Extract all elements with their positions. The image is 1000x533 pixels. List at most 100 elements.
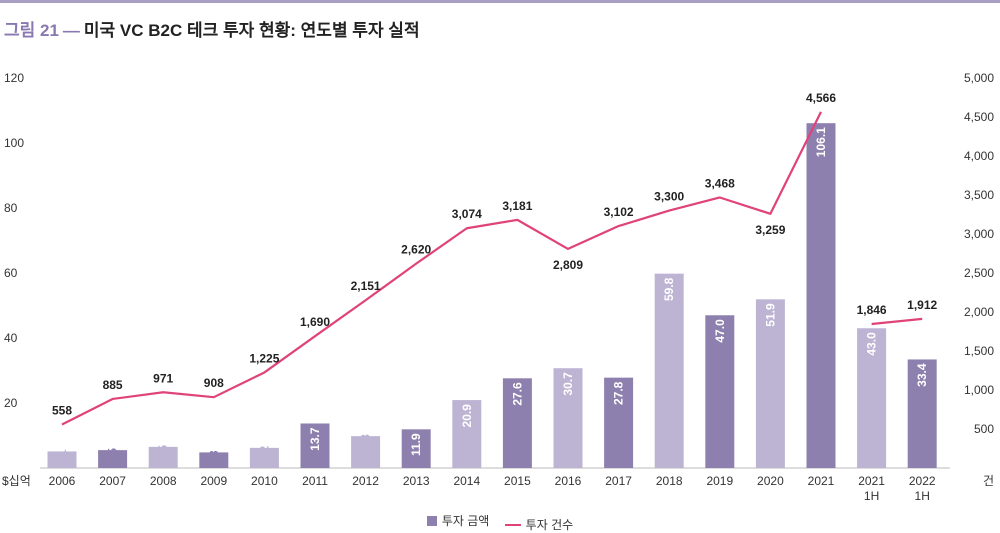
bar-value-label: 13.7	[308, 427, 322, 451]
count-point-label: 1,690	[300, 315, 330, 329]
x-tick-label: 2018	[656, 474, 683, 488]
bar	[806, 123, 836, 469]
right-axis-tick: 3,500	[964, 188, 994, 202]
left-axis-unit: $십억	[2, 474, 31, 488]
right-axis-tick: 2,500	[964, 266, 994, 280]
bar-value-label: 27.6	[510, 382, 524, 406]
bar-value-label: 106.1	[814, 127, 828, 157]
legend-line-swatch	[504, 523, 521, 526]
bar	[502, 378, 532, 468]
bar	[300, 423, 330, 468]
top-rule	[0, 0, 1000, 3]
bar	[98, 450, 128, 468]
count-point-label: 558	[52, 403, 72, 417]
bar-value-label: 27.8	[612, 381, 626, 405]
bar	[351, 436, 381, 468]
legend-item-count: 투자 건수	[504, 516, 574, 533]
bar-value-label: 47.0	[713, 319, 727, 343]
count-point-label: 2,809	[553, 258, 583, 272]
count-point-label: 1,225	[249, 351, 279, 365]
right-axis-tick: 3,000	[964, 227, 994, 241]
x-tick-label: 2015	[504, 474, 531, 488]
x-tick-label: 2010	[251, 474, 278, 488]
x-tick-label: 2011	[302, 474, 328, 488]
count-point-label: 885	[103, 378, 123, 392]
x-tick-label: 1H	[864, 489, 879, 503]
count-point-label: 3,468	[705, 176, 735, 190]
right-axis-unit: 건	[983, 474, 994, 488]
count-point-label: 2,620	[401, 243, 431, 257]
x-tick-label: 1H	[915, 489, 930, 503]
bar	[907, 359, 937, 468]
count-point-label: 1,846	[857, 303, 887, 317]
x-tick-label: 2009	[200, 474, 227, 488]
bar-value-label: 5.1	[55, 449, 69, 466]
x-tick-label: 2020	[757, 474, 784, 488]
bar	[705, 315, 735, 468]
bar	[604, 377, 634, 468]
bar	[857, 328, 887, 468]
bar-value-label: 4.8	[207, 450, 221, 467]
bar	[755, 299, 785, 468]
left-axis-tick: 40	[4, 331, 18, 345]
left-axis-tick: 20	[4, 396, 18, 410]
x-tick-label: 2022	[909, 474, 936, 488]
legend-item-amount: 투자 금액	[426, 512, 490, 529]
combo-chart: 20 40 60 80 100 120 500 1,000 1,500 2,000 2,500 3,0…	[2, 71, 994, 503]
count-point-label: 971	[153, 371, 173, 385]
bar-value-label: 9.8	[359, 434, 373, 451]
x-tick-label: 2007	[99, 474, 126, 488]
bar	[553, 368, 583, 468]
x-tick-label: 2021	[808, 474, 835, 488]
figure-title-text: 미국 VC B2C 테크 투자 현황: 연도별 투자 실적	[83, 21, 420, 40]
bar	[654, 273, 684, 468]
count-point-label: 1,912	[907, 298, 937, 312]
x-tick-label: 2014	[453, 474, 480, 488]
bar-value-label: 51.9	[763, 303, 777, 327]
bar-value-label: 33.4	[915, 363, 929, 387]
count-line	[61, 111, 822, 426]
bar	[401, 429, 431, 468]
legend-amount-label: 투자 금액	[441, 514, 490, 528]
x-tick-label: 2006	[49, 474, 76, 488]
count-point-label: 2,151	[351, 279, 381, 293]
count-point-label: 3,074	[452, 207, 482, 221]
bar	[452, 400, 482, 468]
legend-bar-swatch	[426, 515, 437, 526]
bar-value-label: 59.8	[662, 277, 676, 301]
count-point-label: 3,300	[654, 190, 684, 204]
bar-value-label: 20.9	[460, 404, 474, 428]
right-axis-tick: 4,000	[964, 149, 994, 163]
right-axis-tick: 4,500	[964, 110, 994, 124]
count-point-label: 4,566	[806, 91, 836, 105]
count-point-label: 3,181	[502, 199, 532, 213]
x-tick-label: 2012	[352, 474, 379, 488]
count-line	[871, 317, 923, 326]
bar-value-label: 43.0	[865, 332, 879, 356]
bar-value-label: 6.5	[156, 445, 170, 462]
bar	[199, 452, 229, 468]
left-axis-tick: 100	[4, 136, 24, 150]
left-axis-tick: 60	[4, 266, 18, 280]
x-tick-label: 2016	[555, 474, 582, 488]
x-tick-label: 2017	[605, 474, 632, 488]
legend: 투자 금액 투자 건수	[0, 512, 1000, 533]
x-tick-label: 2013	[403, 474, 430, 488]
left-axis-tick: 80	[4, 201, 18, 215]
count-point-label: 3,102	[604, 205, 634, 219]
right-axis-tick: 5,000	[964, 71, 994, 85]
title-dash: —	[62, 21, 80, 40]
bar-value-label: 11.9	[409, 433, 423, 456]
bar-value-label: 6.2	[257, 446, 271, 463]
x-tick-label: 2021	[858, 474, 885, 488]
bar-value-label: 5.5	[106, 448, 120, 465]
right-axis-tick: 1,000	[964, 383, 994, 397]
right-axis-tick: 1,500	[964, 344, 994, 358]
x-tick-label: 2008	[150, 474, 177, 488]
right-axis-tick: 500	[974, 422, 994, 436]
bar	[249, 447, 279, 468]
legend-count-label: 투자 건수	[525, 518, 574, 532]
figure-number: 그림 21	[4, 21, 59, 40]
bar	[148, 446, 178, 468]
bar-value-label: 30.7	[561, 372, 575, 396]
